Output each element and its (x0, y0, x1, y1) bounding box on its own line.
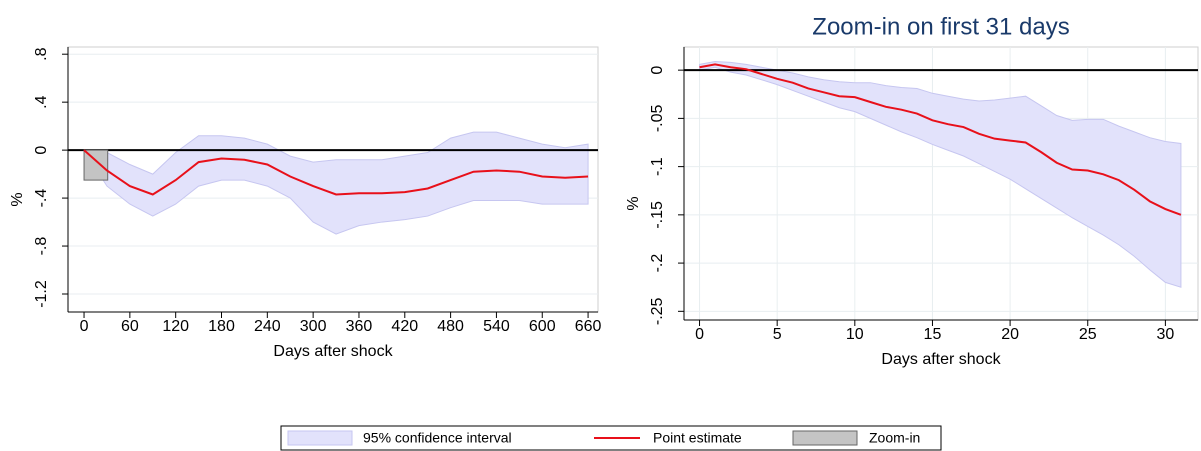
x-tick-label: 240 (254, 318, 281, 335)
x-tick-label: 360 (346, 318, 373, 335)
x-tick-label: 15 (924, 326, 942, 343)
x-tick-label: 540 (483, 318, 510, 335)
y-tick-label: -1.2 (33, 280, 50, 308)
legend-swatch (792, 430, 858, 446)
line-series (83, 149, 589, 196)
confidence-band (699, 60, 1182, 288)
y-tick-label: .8 (33, 47, 50, 60)
legend-label: Point estimate (653, 430, 742, 446)
y-tick-label: -.25 (649, 297, 666, 325)
x-tick-label: 30 (1156, 326, 1174, 343)
x-tick-label: 20 (1001, 326, 1019, 343)
legend-label: Zoom-in (869, 430, 920, 446)
x-tick-label: 660 (575, 318, 602, 335)
x-tick-label: 10 (846, 326, 864, 343)
x-tick-label: 5 (773, 326, 782, 343)
y-tick-label: .4 (33, 95, 50, 108)
x-tick-label: 120 (162, 318, 189, 335)
y-tick-label: -.2 (649, 254, 666, 273)
x-tick-label: 300 (300, 318, 327, 335)
y-axis-label: % (9, 192, 26, 206)
y-axis-label: % (625, 196, 642, 210)
x-tick-label: 0 (80, 318, 89, 335)
y-tick-label: -.15 (649, 201, 666, 229)
y-tick-label: 0 (649, 66, 666, 75)
y-tick-label: -.8 (33, 237, 50, 256)
x-axis-label: Days after shock (881, 351, 1001, 368)
x-tick-label: 480 (437, 318, 464, 335)
y-tick-label: -.4 (33, 189, 50, 208)
legend-swatch (287, 430, 353, 446)
y-tick-label: -.1 (649, 157, 666, 176)
x-tick-label: 600 (529, 318, 556, 335)
y-tick-label: 0 (33, 146, 50, 155)
x-tick-label: 420 (391, 318, 418, 335)
x-axis-label: Days after shock (273, 343, 393, 360)
x-tick-label: 60 (121, 318, 139, 335)
chart-title: Zoom-in on first 31 days (812, 13, 1069, 40)
zoom-box (83, 149, 109, 181)
confidence-band (83, 131, 589, 235)
y-tick-label: -.05 (649, 105, 666, 133)
legend-label: 95% confidence interval (363, 430, 512, 446)
x-tick-label: 180 (208, 318, 235, 335)
line-series (699, 63, 1182, 216)
x-tick-label: 0 (695, 326, 704, 343)
x-tick-label: 25 (1079, 326, 1097, 343)
